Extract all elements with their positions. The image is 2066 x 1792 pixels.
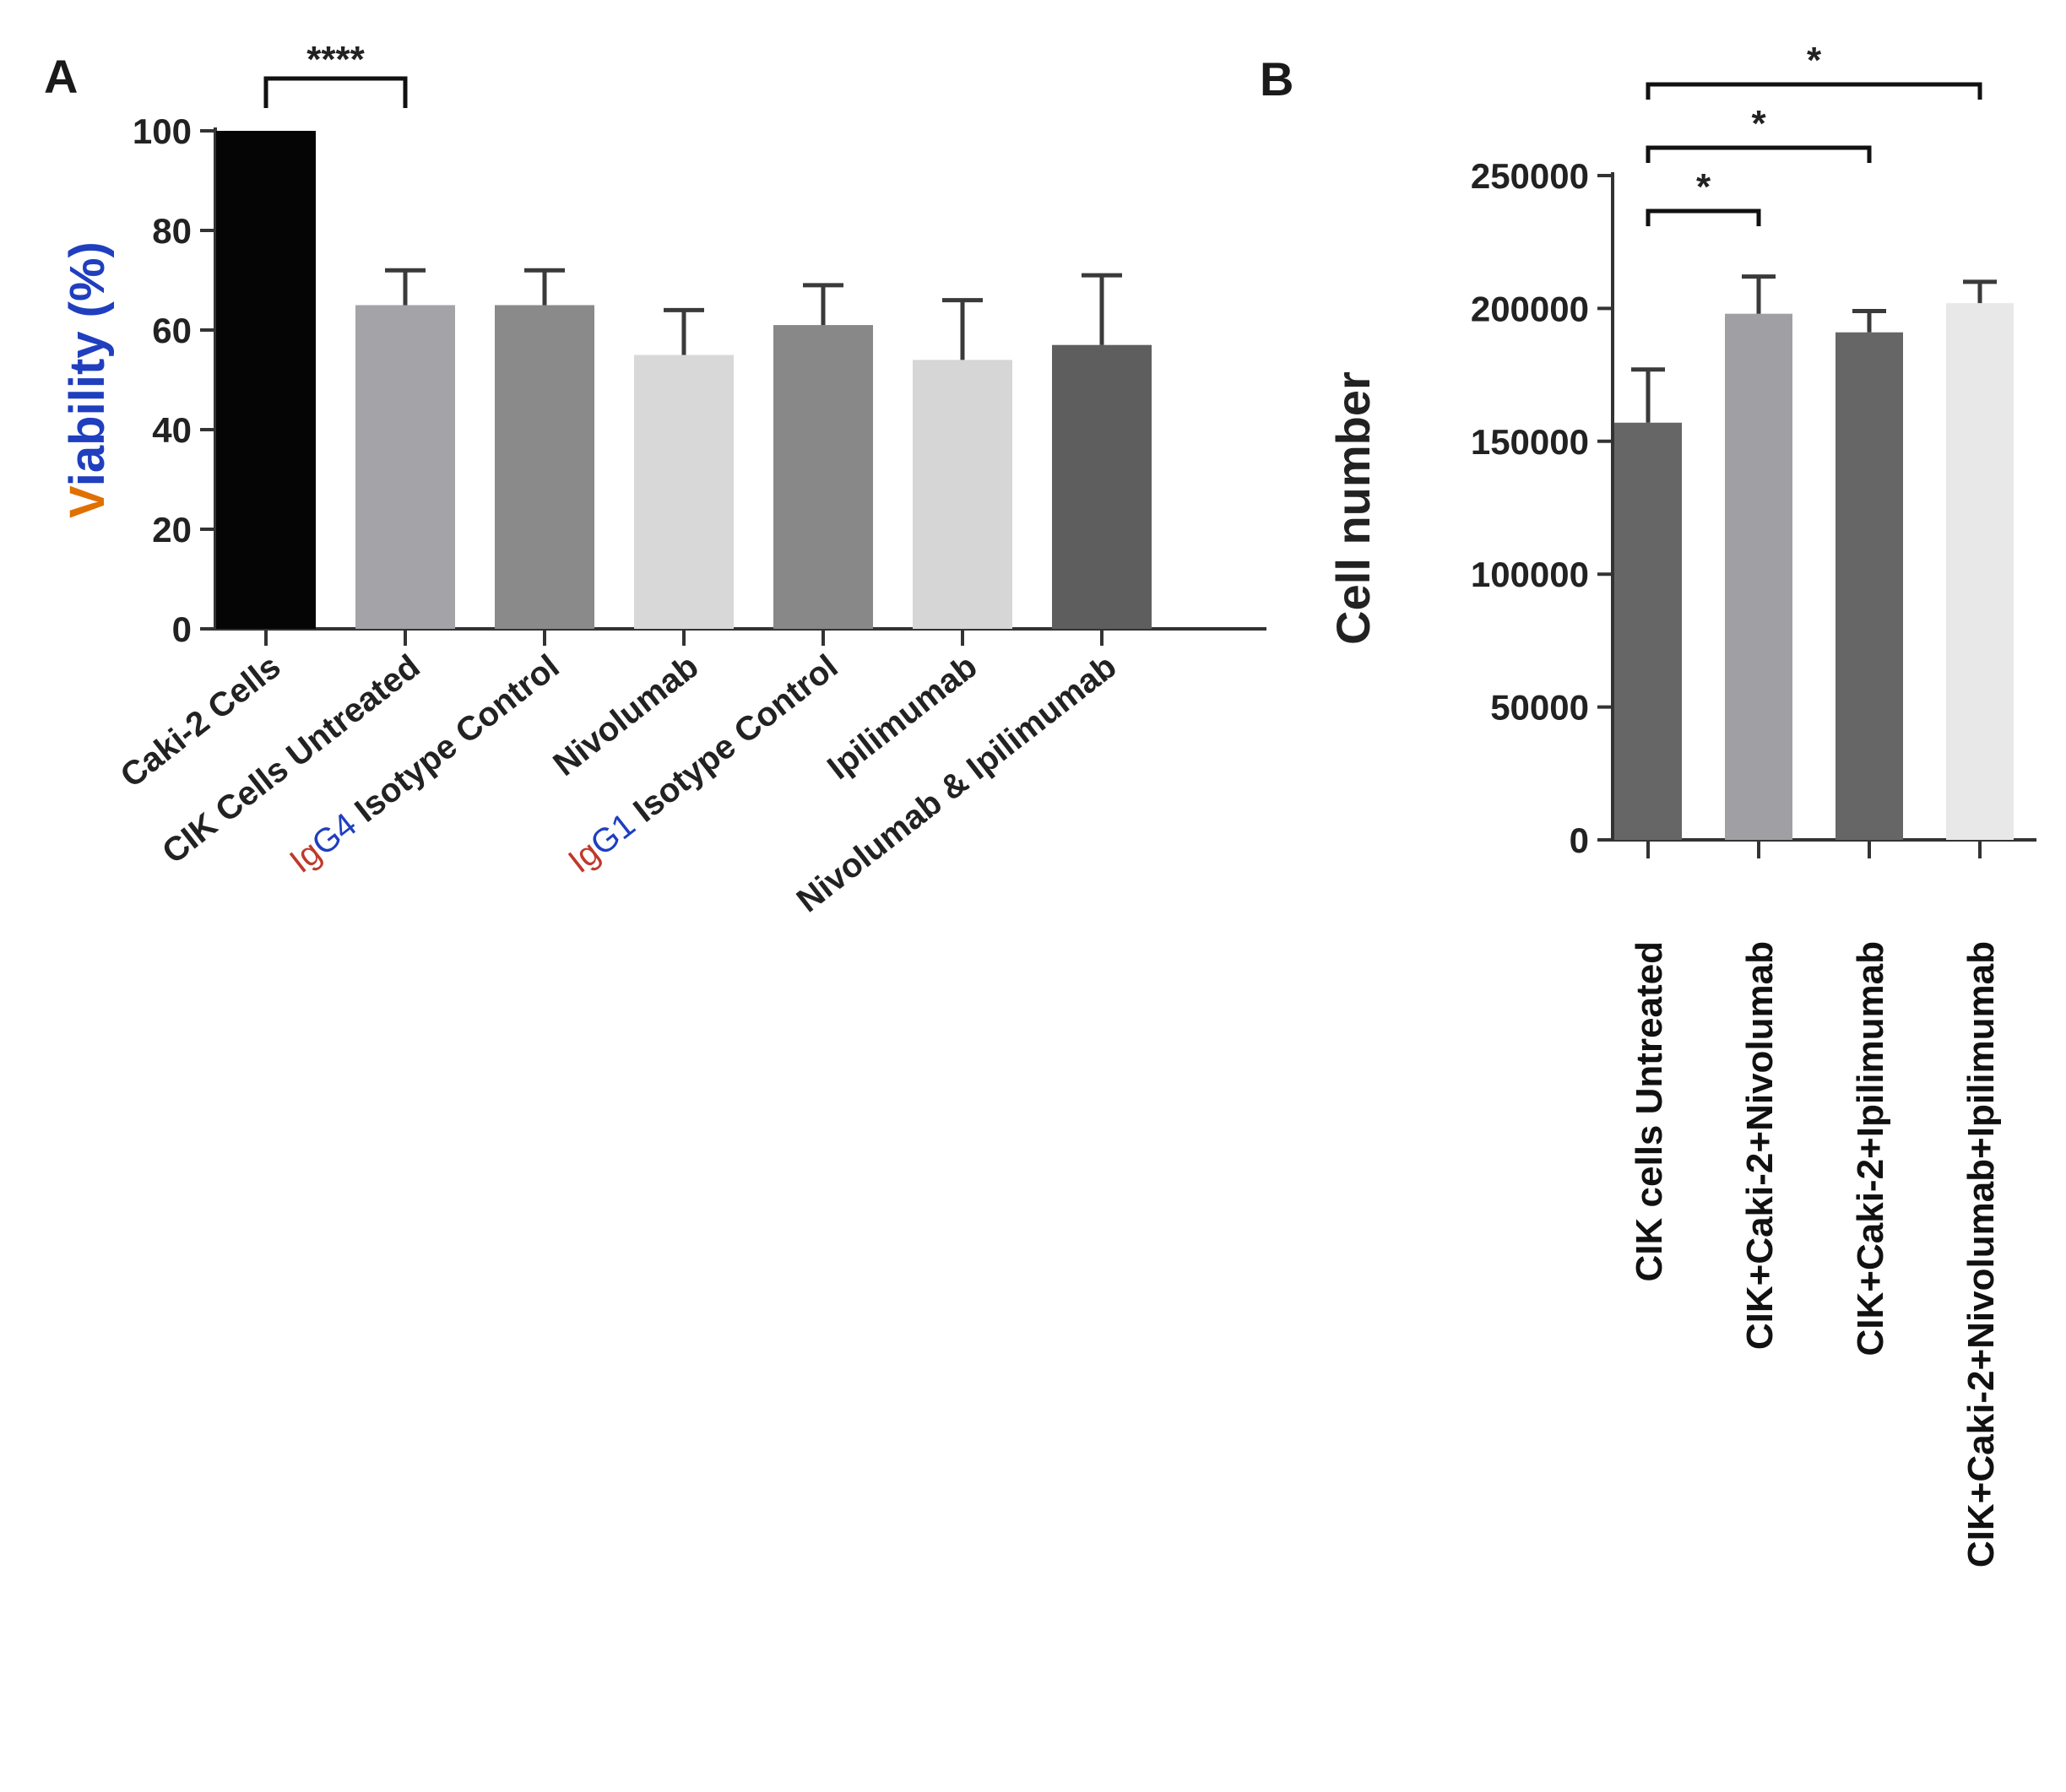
panel-b-ytick-label: 200000 [1471,289,1589,328]
panel-a-ytick-label: 20 [152,510,192,550]
panel-b-ylabel: Cell number [1326,371,1380,645]
panel-a-letter: A [44,50,78,103]
panel-a-bar [773,325,873,629]
panel-a-bar [216,131,316,629]
panel-a-ytick-label: 0 [172,609,192,649]
panel-b-significance-label: * [1696,166,1711,208]
panel-b-bar [1725,313,1792,840]
panel-a-bar [355,305,455,629]
panel-b-category-label: CIK+Caki-2+Nivolumab+Ipilimumab [1960,941,2002,1567]
panel-b-significance-label: * [1751,103,1766,144]
panel-b-significance-label: * [1807,40,1822,81]
panel-b-category-label: CIK+Caki-2+Nivolumab [1739,941,1781,1350]
panel-b-significance-bracket [1646,208,1761,226]
panel-a-bar [634,355,734,629]
panel-a-significance-bracket [263,76,408,108]
panel-a-ytick-label: 60 [152,311,192,350]
panel-b-bar [1614,422,1682,840]
panel-a-bar [913,360,1012,629]
panel-b-bar [1836,332,1903,840]
panel-a-category-label: IgG1 Isotype Control [561,647,844,880]
panel-b-chart: Cell number 0 50000 100000 150000 200000 25000… [1326,40,2036,1567]
panel-a-ytick-label: 40 [152,410,192,450]
panel-a-category-label: IgG4 Isotype Control [283,647,566,880]
panel-a-significance-label: **** [306,39,365,80]
panel-a-ylabel: Viability (%) [60,241,115,518]
panel-a-ytick-label: 80 [152,211,192,251]
panel-b-ytick-label: 150000 [1471,422,1589,462]
panel-b-ytick-label: 100000 [1471,555,1589,594]
panel-b-letter: B [1260,52,1293,106]
panel-b-significance-bracket [1646,82,1982,100]
panel-a-bar [1052,344,1152,629]
panel-b-bar [1946,303,2014,840]
panel-b-ytick-label: 0 [1570,820,1589,860]
panel-b-category-label: CIK+Caki-2+Ipilimumab [1850,941,1891,1356]
panel-b-ytick-label: 50000 [1490,688,1589,728]
panel-b-significance-bracket [1646,145,1872,163]
panel-b-ytick-label: 250000 [1471,156,1589,196]
panel-b-category-label: CIK cells Untreated [1629,941,1670,1281]
panel-a-bar [495,305,594,629]
panel-a-category-label: CIK Cells Untreated [155,647,426,871]
panel-a-ytick-label: 100 [133,111,192,151]
